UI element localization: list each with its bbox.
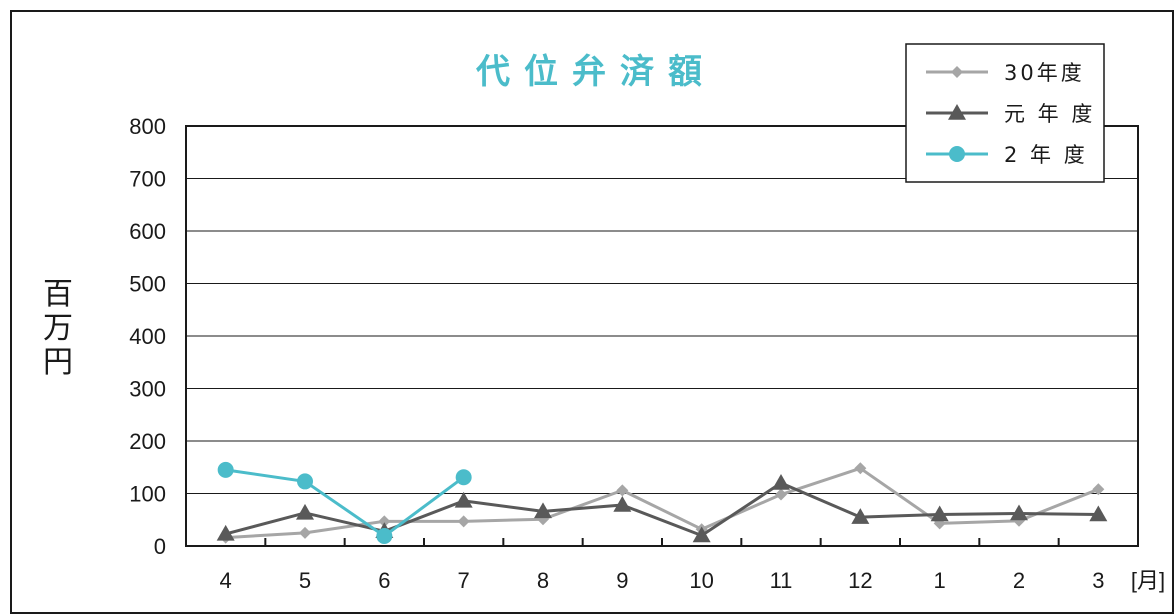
y-tick-label: 600 [129, 219, 166, 244]
y-tick-label: 400 [129, 324, 166, 349]
x-tick-label: 2 [1013, 568, 1025, 593]
data-point-0 [854, 462, 867, 475]
series-line-0 [225, 466, 1099, 540]
data-point-0 [378, 515, 391, 528]
data-point-0 [1092, 483, 1105, 496]
x-tick-label: 11 [770, 568, 793, 593]
y-axis-label-char: 百 [43, 277, 73, 312]
y-tick-label: 0 [154, 534, 166, 559]
legend-marker [951, 66, 963, 78]
y-axis-label-char: 円 [43, 345, 73, 380]
gridlines [185, 125, 1139, 547]
data-point-2 [455, 469, 472, 486]
y-tick-label: 800 [129, 114, 166, 139]
legend-marker [948, 104, 966, 120]
data-point-1 [534, 502, 552, 519]
y-tick-label: 500 [129, 272, 166, 297]
x-tick-label: 12 [848, 568, 872, 593]
x-tick-label: 8 [537, 568, 549, 593]
series-plot [216, 461, 1108, 545]
data-point-0 [775, 488, 787, 501]
data-point-1 [930, 505, 949, 522]
legend-label: 元 年 度 [1004, 102, 1095, 126]
x-tick-label: 7 [458, 568, 470, 593]
data-point-0 [299, 526, 311, 539]
data-point-1 [772, 474, 790, 490]
data-point-2 [297, 473, 313, 490]
x-tick-label: 9 [616, 568, 628, 593]
series-line-2 [225, 468, 465, 538]
x-tick-label: 3 [1092, 568, 1104, 593]
data-point-1 [613, 496, 632, 512]
data-point-2 [217, 461, 234, 478]
x-tick-label: 1 [934, 568, 946, 593]
y-axis-label-char: 万 [43, 311, 73, 346]
legend-label: 30年度 [1004, 61, 1085, 85]
x-tick-label: 4 [220, 568, 232, 593]
data-point-1 [1010, 504, 1028, 521]
y-tick-label: 300 [129, 377, 166, 402]
data-point-1 [851, 508, 870, 524]
y-tick-label: 200 [129, 429, 166, 454]
data-point-1 [692, 526, 711, 543]
data-point-1 [1089, 505, 1108, 522]
y-tick-label: 700 [129, 167, 166, 192]
data-point-1 [296, 503, 314, 520]
legend-marker [949, 146, 965, 162]
data-point-1 [216, 524, 235, 541]
legend-label: 2 年 度 [1004, 143, 1088, 167]
y-axis-label: 百万円 [38, 278, 78, 380]
x-axis-unit: [月] [1131, 568, 1165, 593]
x-tick-label: 6 [378, 568, 390, 593]
chart-title: 代位弁済額 [476, 52, 716, 92]
data-point-0 [457, 515, 470, 528]
y-tick-label: 100 [129, 482, 166, 507]
data-point-1 [454, 491, 473, 508]
data-point-2 [376, 528, 393, 545]
x-tick-label: 10 [689, 568, 713, 593]
data-point-0 [616, 484, 629, 497]
x-tick-label: 5 [299, 568, 311, 593]
